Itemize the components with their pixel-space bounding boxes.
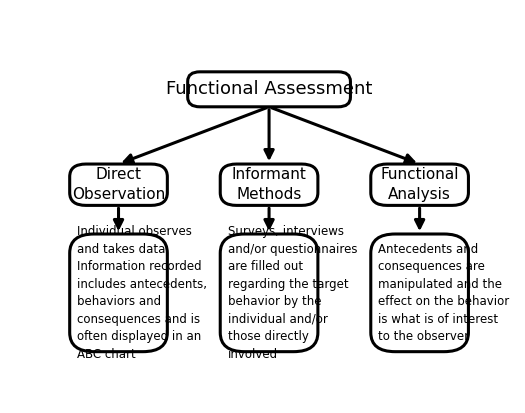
Text: Surveys, interviews
and/or questionnaires
are filled out
regarding the target
be: Surveys, interviews and/or questionnaire…	[227, 225, 357, 361]
FancyBboxPatch shape	[70, 234, 167, 352]
FancyBboxPatch shape	[220, 234, 318, 352]
FancyBboxPatch shape	[188, 72, 351, 107]
Text: Functional Assessment: Functional Assessment	[166, 80, 372, 98]
FancyBboxPatch shape	[220, 164, 318, 205]
FancyBboxPatch shape	[70, 164, 167, 205]
Text: Individual observes
and takes data.
Information recorded
includes antecedents,
b: Individual observes and takes data. Info…	[77, 225, 207, 361]
Text: Antecedents and
consequences are
manipulated and the
effect on the behavior
is w: Antecedents and consequences are manipul…	[378, 242, 509, 343]
FancyBboxPatch shape	[371, 164, 468, 205]
Text: Functional
Analysis: Functional Analysis	[380, 167, 459, 202]
Text: Direct
Observation: Direct Observation	[72, 167, 165, 202]
Text: Informant
Methods: Informant Methods	[232, 167, 307, 202]
FancyBboxPatch shape	[371, 234, 468, 352]
